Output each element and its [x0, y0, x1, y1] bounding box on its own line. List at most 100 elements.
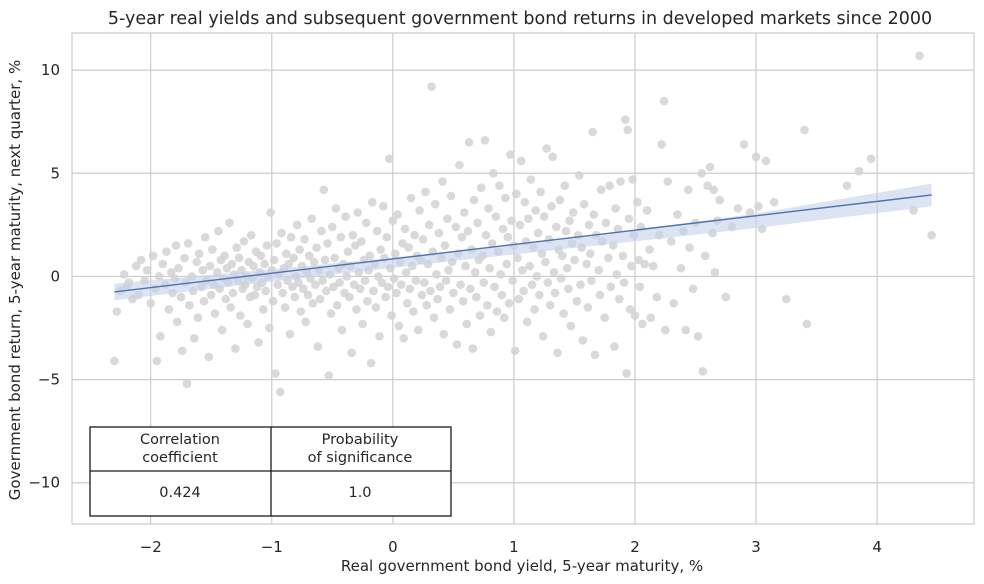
data-point: [381, 292, 390, 302]
data-point: [504, 299, 514, 308]
data-point: [282, 249, 291, 258]
data-point: [232, 243, 241, 252]
data-point: [630, 311, 640, 320]
data-point: [236, 311, 245, 320]
data-point: [516, 156, 526, 166]
data-point: [347, 348, 357, 358]
data-point: [369, 286, 378, 296]
data-point: [378, 202, 388, 211]
data-point: [355, 284, 365, 294]
data-point: [349, 280, 359, 290]
data-point: [343, 247, 353, 256]
data-point: [461, 261, 470, 271]
data-point: [154, 272, 164, 281]
data-point: [357, 237, 366, 246]
data-point: [185, 301, 194, 310]
data-point: [496, 270, 505, 279]
data-point: [455, 160, 464, 170]
data-point: [142, 265, 152, 275]
data-point: [512, 189, 521, 199]
data-point: [430, 199, 440, 209]
data-point: [648, 261, 658, 271]
data-point: [415, 206, 424, 215]
data-point: [303, 290, 313, 300]
data-point: [583, 303, 593, 312]
data-point: [307, 214, 317, 223]
data-point: [582, 259, 591, 269]
data-point: [180, 253, 189, 263]
stats-header-right-line2: of significance: [308, 450, 413, 466]
data-point: [393, 210, 403, 219]
data-point: [220, 251, 229, 261]
points-layer: [110, 51, 936, 397]
data-point: [377, 278, 387, 287]
data-point: [601, 218, 611, 228]
data-point: [616, 177, 625, 186]
data-point: [441, 276, 451, 285]
data-point: [460, 208, 469, 217]
stats-value-correlation: 0.424: [159, 485, 201, 501]
data-point: [341, 212, 350, 221]
data-point: [231, 344, 240, 353]
data-point: [661, 325, 670, 335]
data-point: [481, 230, 491, 240]
data-point: [703, 181, 712, 190]
data-point: [518, 265, 527, 275]
regression-line: [114, 194, 932, 293]
data-point: [318, 276, 327, 285]
data-point: [565, 216, 574, 225]
data-point: [280, 303, 290, 312]
data-point: [162, 247, 171, 256]
data-point: [358, 319, 367, 329]
data-point: [299, 284, 308, 294]
data-point: [587, 276, 596, 285]
data-point: [623, 125, 632, 135]
data-point: [484, 204, 493, 213]
data-point: [256, 251, 266, 261]
data-point: [576, 280, 585, 290]
data-point: [754, 202, 763, 211]
data-point: [432, 270, 441, 279]
data-point: [526, 175, 536, 184]
stats-value-probability: 1.0: [348, 485, 371, 501]
data-point: [495, 181, 504, 190]
data-point: [392, 288, 401, 298]
data-point: [351, 241, 360, 250]
data-point: [309, 257, 319, 267]
data-point: [625, 305, 635, 314]
data-point: [568, 208, 578, 217]
data-point: [659, 96, 669, 106]
data-point: [854, 166, 864, 176]
data-point: [915, 51, 924, 60]
data-point: [411, 276, 421, 285]
data-point: [376, 245, 386, 254]
data-point: [491, 212, 501, 221]
data-point: [456, 280, 465, 290]
stats-header-left-line2: coefficient: [142, 450, 218, 466]
data-point: [584, 220, 594, 230]
data-point: [404, 243, 413, 252]
data-point: [328, 222, 337, 232]
data-point: [445, 305, 455, 314]
data-point: [272, 239, 281, 248]
data-point: [400, 224, 410, 234]
data-point: [628, 175, 637, 184]
x-tick-label: 3: [751, 538, 761, 556]
data-point: [366, 358, 376, 368]
data-point: [371, 303, 381, 312]
data-point: [208, 245, 217, 254]
data-point: [646, 313, 655, 323]
stats-table: Correlation coefficient Probability of s…: [89, 426, 452, 517]
data-point: [619, 278, 629, 287]
data-point: [435, 282, 445, 292]
data-point: [475, 311, 485, 320]
y-tick-label: 0: [50, 267, 60, 285]
data-point: [638, 319, 647, 329]
regression-layer: [114, 183, 932, 301]
data-point: [693, 332, 703, 341]
data-point: [406, 193, 416, 203]
data-point: [802, 319, 812, 329]
data-point: [167, 268, 176, 277]
data-point: [480, 136, 490, 145]
data-point: [676, 263, 686, 273]
